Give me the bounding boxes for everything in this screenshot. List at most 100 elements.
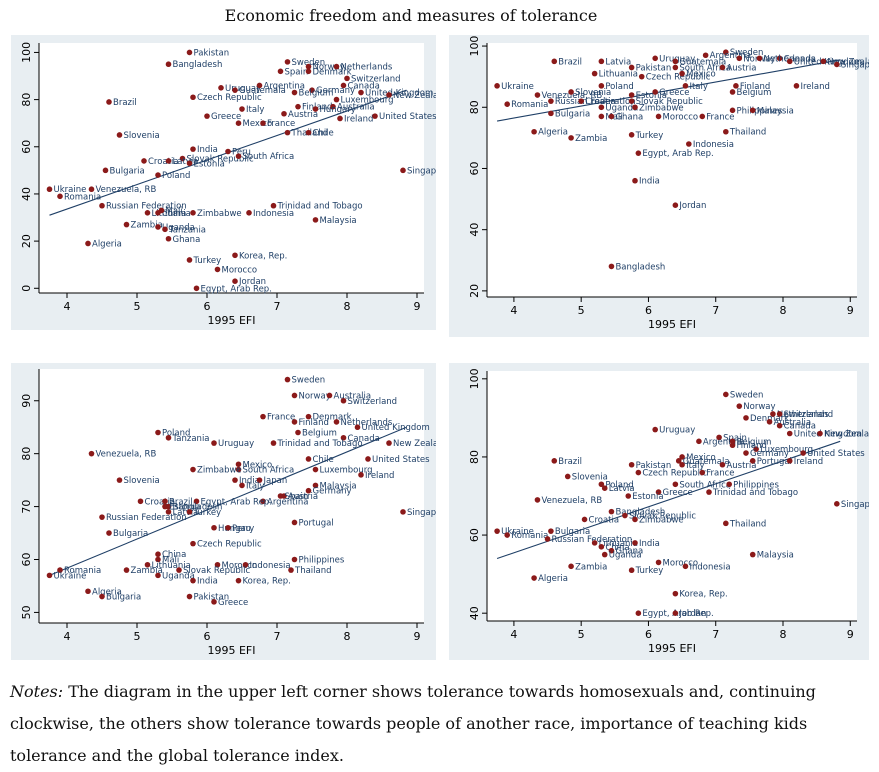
data-point [190, 466, 196, 473]
point-label: Lithuania [152, 561, 191, 571]
data-point [312, 466, 319, 473]
data-point [333, 96, 340, 103]
data-point [88, 450, 95, 457]
data-point [99, 202, 105, 209]
point-label: Denmark [313, 413, 352, 423]
point-label: Czech Republic [642, 469, 707, 479]
data-point [144, 561, 151, 568]
point-label: Pakistan [636, 461, 672, 471]
point-label: Brazil [113, 98, 137, 108]
point-label: Bangladesh [173, 60, 223, 70]
data-point [548, 98, 554, 104]
data-point [628, 64, 635, 71]
point-label: Zambia [131, 566, 163, 576]
data-point [834, 61, 840, 68]
data-point [260, 413, 266, 420]
data-point [598, 481, 605, 488]
data-point [193, 285, 200, 292]
data-point [702, 52, 709, 59]
data-point [305, 487, 312, 494]
point-label: Hungary [218, 524, 254, 534]
data-point [46, 186, 53, 193]
point-label: Portugal [757, 457, 792, 467]
point-label: Indonesia [689, 562, 730, 572]
point-label: India [639, 539, 660, 549]
point-label: Norway [313, 63, 345, 73]
point-label: Thailand [729, 128, 767, 138]
data-point [291, 392, 298, 399]
data-point [260, 498, 266, 505]
data-point [291, 556, 298, 563]
y-tick-label: 40 [20, 187, 33, 201]
data-point [158, 207, 165, 214]
data-point [123, 567, 130, 573]
data-point [256, 477, 263, 483]
point-label: Portugal [299, 518, 334, 528]
data-point [186, 509, 193, 515]
data-point [504, 532, 510, 538]
point-label: Jordan [678, 201, 706, 211]
data-point [598, 104, 605, 111]
data-point [786, 58, 793, 65]
data-point [598, 113, 605, 120]
data-point [116, 477, 123, 483]
data-point [305, 456, 312, 462]
data-point [494, 83, 500, 89]
data-point [116, 132, 123, 138]
data-point [235, 120, 242, 126]
x-tick-label: 9 [414, 630, 421, 643]
point-label: Slovak Republic [183, 566, 250, 576]
point-label: Slovak Republic [187, 155, 254, 165]
data-point [277, 493, 284, 499]
data-point [622, 512, 628, 519]
data-point [672, 481, 679, 488]
data-point [672, 610, 679, 616]
data-point [504, 101, 510, 108]
point-label: Singapore [841, 500, 869, 510]
data-point [548, 528, 554, 534]
point-label: Mexico [243, 119, 273, 129]
data-point [277, 68, 284, 75]
point-label: Brazil [558, 457, 582, 467]
point-label: Tanzania [168, 225, 206, 235]
point-label: Brazil [558, 57, 582, 67]
point-label: Korea, Rep. [679, 590, 727, 600]
point-label: Bangladesh [173, 503, 223, 513]
point-label: Egypt, Arab Rep. [642, 609, 713, 619]
data-point [155, 429, 161, 436]
point-label: Germany [316, 86, 355, 96]
x-tick-label: 9 [414, 300, 421, 313]
chart-panel-homosexuals: 4 5 6 7 8 9 0 20 40 60 80 100 1995 EFI Pakistan Bangla… [11, 35, 436, 330]
y-tick-label: 0 [20, 285, 33, 292]
data-point [225, 524, 231, 531]
data-point [354, 424, 361, 431]
point-label: Uganda [605, 103, 638, 113]
point-label: Malaysia [320, 481, 357, 491]
data-point [291, 89, 298, 96]
notes: Notes: The diagram in the upper left cor… [10, 676, 870, 772]
point-label: Brazil [169, 497, 193, 507]
data-point [635, 469, 642, 476]
point-label: Morocco [222, 265, 258, 275]
data-point [770, 411, 776, 417]
data-point [386, 92, 392, 98]
point-label: Uganda [162, 223, 195, 233]
point-label: Slovenia [575, 88, 611, 98]
data-point [270, 202, 277, 209]
point-label: Mali [166, 206, 183, 216]
data-point [608, 547, 615, 554]
point-label: Canada [784, 422, 816, 432]
point-label: Russian Federation [106, 202, 187, 212]
data-point [598, 543, 605, 550]
data-point [568, 135, 574, 141]
y-tick-label: 70 [20, 500, 33, 514]
x-tick-label: 8 [780, 304, 787, 317]
x-axis-label: 1995 EFI [648, 318, 696, 331]
data-point [186, 593, 193, 600]
point-label: Korea, Rep. [243, 577, 291, 587]
data-point [141, 158, 147, 164]
data-point [400, 167, 406, 174]
page-title: Economic freedom and measures of toleran… [224, 6, 598, 25]
point-label: Thailand [729, 519, 767, 529]
point-label: Guatemala [683, 457, 730, 467]
